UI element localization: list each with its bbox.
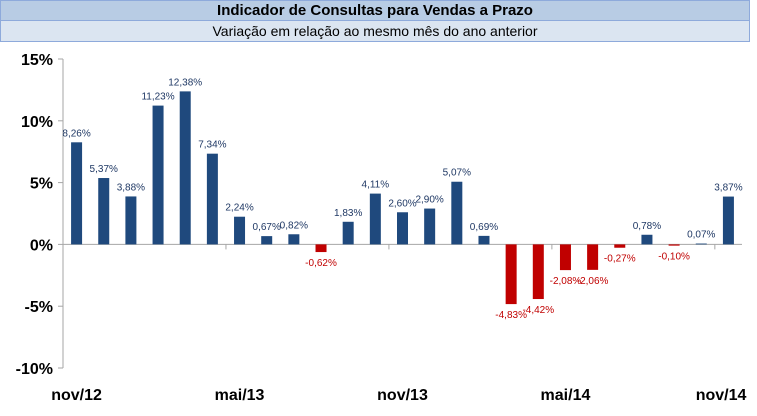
bar: [125, 196, 137, 245]
bar: [532, 244, 544, 300]
data-label: -0,62%: [305, 258, 337, 269]
data-label: 8,26%: [62, 128, 90, 139]
bar: [614, 244, 626, 248]
bar: [369, 193, 381, 245]
data-label: 2,24%: [225, 203, 253, 214]
bar: [559, 244, 571, 271]
bar: [668, 244, 680, 246]
data-label: 3,88%: [117, 182, 145, 193]
data-label: -2,08%: [550, 276, 582, 287]
data-label: 4,11%: [362, 180, 390, 191]
data-label: 7,34%: [198, 140, 226, 151]
data-label: -0,27%: [604, 254, 636, 265]
y-tick-label: 10%: [21, 114, 53, 131]
bar: [98, 178, 110, 245]
data-label: -4,42%: [522, 305, 554, 316]
data-label: 5,37%: [90, 164, 118, 175]
data-label: -0,10%: [658, 252, 690, 263]
bar: [342, 221, 354, 245]
bar: [206, 153, 218, 245]
bar: [152, 105, 164, 245]
bar: [261, 236, 273, 245]
y-tick-label: 0%: [30, 237, 53, 254]
data-label: 5,07%: [443, 168, 471, 179]
bar: [641, 234, 653, 245]
chart-title: Indicador de Consultas para Vendas a Pra…: [0, 0, 750, 21]
bar: [397, 212, 408, 245]
bar: [451, 181, 463, 245]
data-label: 0,78%: [633, 221, 661, 232]
data-label: 0,67%: [253, 222, 281, 233]
data-label: -2,06%: [577, 276, 609, 287]
bar: [315, 244, 327, 253]
x-tick-label: nov/12: [51, 387, 102, 404]
bar: [587, 244, 599, 270]
data-label: 3,87%: [714, 183, 742, 194]
x-tick-label: nov/14: [696, 387, 747, 404]
bar: [71, 142, 83, 245]
bar: [695, 243, 707, 245]
data-label: -4,83%: [495, 310, 527, 321]
y-tick-label: -5%: [25, 299, 53, 316]
y-tick-label: 15%: [21, 52, 53, 69]
data-label: 1,83%: [334, 208, 362, 219]
data-label: 0,07%: [687, 230, 715, 241]
bar: [288, 234, 300, 245]
bar: [234, 216, 246, 245]
y-tick-label: 5%: [30, 176, 53, 193]
data-label: 0,69%: [470, 222, 498, 233]
bar-chart: 15% 10% 5% 0% -5% -10% 8,26% 5,37% 3,88% 11,23% 12…: [16, 52, 747, 404]
bar: [722, 196, 734, 245]
data-label: 0,82%: [280, 220, 308, 231]
chart-subtitle: Variação em relação ao mesmo mês do ano …: [0, 21, 750, 42]
bar: [179, 91, 191, 245]
bar: [478, 235, 490, 245]
y-tick-label: -10%: [16, 361, 53, 378]
x-tick-label: mai/14: [541, 387, 591, 404]
data-label: 2,60%: [388, 198, 416, 209]
data-label: 2,90%: [415, 195, 443, 206]
data-label: 12,38%: [168, 77, 202, 88]
x-tick-label: mai/13: [215, 387, 265, 404]
data-label: 11,23%: [141, 92, 174, 103]
bar: [505, 244, 517, 305]
bar: [424, 208, 436, 245]
x-tick-label: nov/13: [377, 387, 428, 404]
